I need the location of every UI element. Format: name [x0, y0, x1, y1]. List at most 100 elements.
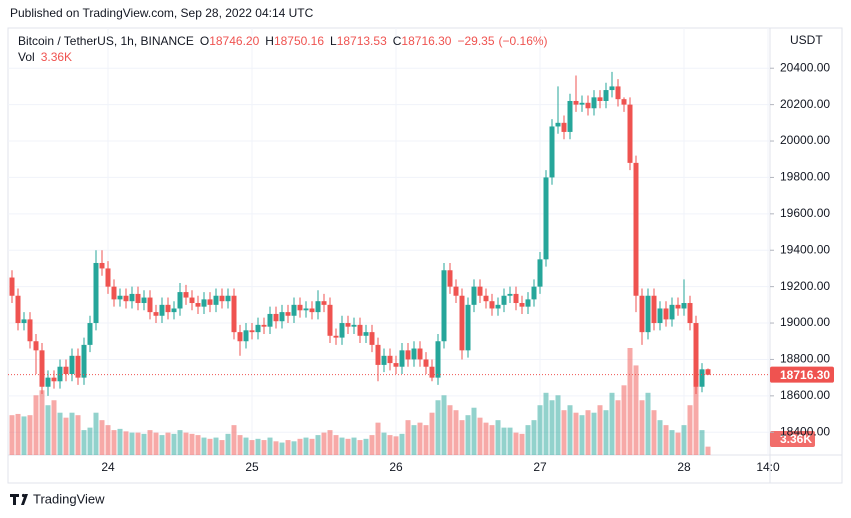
volume-bar: [603, 410, 609, 455]
candle-body: [405, 350, 411, 360]
candle-body: [255, 324, 261, 333]
volume-bar: [447, 405, 453, 455]
volume-bar: [309, 438, 315, 455]
volume-bar: [507, 427, 513, 455]
volume-bar: [195, 435, 201, 455]
volume-bar: [159, 435, 165, 455]
candle-body: [627, 104, 633, 163]
candle-body: [207, 299, 213, 305]
volume-bar: [537, 405, 543, 455]
candle-body: [327, 304, 333, 336]
candle-body: [399, 350, 405, 367]
candle-body: [567, 100, 573, 132]
volume-bar: [585, 410, 591, 455]
candle-body: [315, 301, 321, 313]
volume-bar: [501, 427, 507, 455]
candle-body: [333, 335, 339, 338]
legend-value: 18746.20: [209, 34, 259, 48]
candle-body: [651, 295, 657, 324]
y-tick-label: 20400.00: [780, 60, 830, 74]
volume-bar: [189, 433, 195, 455]
candle-body: [663, 308, 669, 320]
volume-bar: [483, 422, 489, 455]
candle-body: [387, 355, 393, 364]
candle-body: [705, 369, 711, 375]
volume-bar: [75, 415, 81, 455]
x-tick-label: 28: [677, 460, 691, 474]
candle-body: [435, 341, 441, 378]
candle-body: [183, 292, 189, 298]
volume-bar: [345, 438, 351, 455]
volume-bar: [63, 417, 69, 455]
volume-bar: [699, 430, 705, 455]
legend-value: 18713.53: [337, 34, 387, 48]
volume-bar: [321, 432, 327, 455]
candle-body: [261, 324, 267, 327]
candle-body: [411, 348, 417, 360]
candle-body: [489, 301, 495, 309]
volume-bar: [411, 425, 417, 455]
volume-bar: [183, 432, 189, 455]
volume-badge-label: 3.36K: [780, 432, 812, 446]
volume-bar: [255, 438, 261, 455]
candle-body: [15, 295, 21, 324]
volume-bar: [687, 405, 693, 455]
y-tick-label: 20200.00: [780, 97, 830, 111]
volume-bar: [621, 385, 627, 455]
volume-bar: [45, 405, 51, 455]
candle-body: [417, 348, 423, 360]
volume-bar: [15, 413, 21, 455]
candle-body: [495, 304, 501, 309]
last-price-label: 18716.30: [780, 368, 830, 382]
volume-bar: [129, 432, 135, 455]
volume-bar: [237, 435, 243, 455]
candle-body: [537, 259, 543, 287]
candle-body: [681, 303, 687, 309]
volume-bar: [579, 415, 585, 455]
volume-bar: [297, 438, 303, 455]
candle-body: [447, 270, 453, 287]
candle-body: [525, 299, 531, 307]
candle-body: [309, 308, 315, 313]
volume-badge: [770, 431, 815, 447]
volume-bar: [633, 365, 639, 455]
volume-bar: [27, 415, 33, 455]
candle-body: [477, 286, 483, 296]
candle-body: [51, 377, 57, 382]
volume-bar: [327, 430, 333, 455]
volume-bar: [375, 422, 381, 455]
y-tick-label: 18600.00: [780, 388, 830, 402]
candle-body: [321, 301, 327, 305]
x-tick-label: 14:0: [756, 460, 780, 474]
volume-bar: [471, 407, 477, 455]
x-tick-label: 27: [533, 460, 547, 474]
legend-value: 18716.30: [401, 34, 451, 48]
candle-body: [507, 293, 513, 296]
volume-bar: [651, 410, 657, 455]
volume-bar: [147, 430, 153, 455]
candle-body: [585, 102, 591, 109]
candle-body: [9, 277, 15, 296]
candle-body: [543, 177, 549, 260]
candle-body: [357, 324, 363, 336]
volume-bar: [615, 400, 621, 455]
candle-body: [483, 295, 489, 302]
candle-body: [351, 324, 357, 327]
candle-body: [135, 293, 141, 304]
candle-body: [531, 286, 537, 300]
legend-key: H: [265, 34, 274, 48]
x-tick-label: 25: [245, 460, 259, 474]
volume-bar: [21, 416, 27, 455]
y-tick-label: 19600.00: [780, 206, 830, 220]
volume-bar: [495, 420, 501, 455]
volume-bar: [261, 440, 267, 455]
volume-bar: [423, 425, 429, 455]
candle-body: [81, 344, 87, 378]
volume-bar: [435, 400, 441, 455]
candle-body: [369, 332, 375, 345]
volume-bar: [57, 412, 63, 455]
volume-bar: [153, 432, 159, 455]
volume-bar: [567, 405, 573, 455]
volume-bar: [627, 348, 633, 455]
